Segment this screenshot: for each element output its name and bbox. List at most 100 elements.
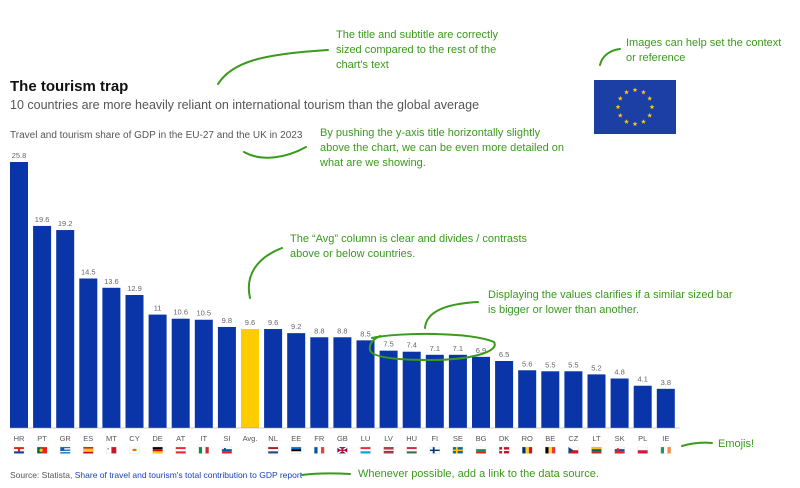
- estonia-flag-icon: [291, 446, 302, 454]
- source-arrow-stroke: [301, 472, 351, 476]
- chart-subtitle: 10 countries are more heavily reliant on…: [10, 98, 480, 112]
- tick-label-ro: RO: [522, 434, 533, 443]
- greece-flag-icon: [60, 446, 71, 454]
- bar-hr: [10, 162, 28, 428]
- hungary-flag-icon: [406, 446, 417, 454]
- tick-label-fr: FR: [314, 434, 325, 443]
- cyprus-flag-icon: [129, 446, 140, 454]
- austria-flag-icon: [175, 446, 186, 454]
- bar-se: [448, 354, 467, 428]
- tick-label-be: BE: [545, 434, 555, 443]
- tick-label-mt: MT: [106, 434, 117, 443]
- value-label-lv: 7.5: [383, 340, 393, 349]
- belgium-flag-icon: [545, 446, 556, 454]
- eu-star-icon: [647, 95, 653, 101]
- eu-flag-icon: [594, 80, 676, 134]
- tick-label-se: SE: [453, 434, 463, 443]
- value-label-de: 11: [154, 304, 162, 313]
- value-label-pt: 19.6: [35, 215, 50, 224]
- france-flag-icon: [314, 446, 325, 454]
- value-label-cz: 5.5: [568, 360, 578, 369]
- tick-label-ee: EE: [291, 434, 301, 443]
- bar-gr: [56, 230, 75, 428]
- eu-star-icon: [624, 89, 629, 95]
- bar-nl: [264, 329, 283, 428]
- value-label-fi: 7.1: [430, 344, 440, 353]
- annotation-avg-note: The “Avg” column is clear and divides / …: [290, 233, 528, 260]
- bar-es: [79, 278, 98, 428]
- tick-label-cy: CY: [129, 434, 139, 443]
- bar-pl: [633, 385, 652, 428]
- eu-star-icon: [615, 104, 621, 110]
- value-label-ro: 5.6: [522, 359, 532, 368]
- bar-lt: [587, 374, 606, 428]
- bar-be: [541, 371, 560, 428]
- bar-ee: [287, 333, 306, 428]
- value-label-hr: 25.8: [12, 151, 27, 160]
- tick-label-lu: LU: [361, 434, 371, 443]
- bar-si: [217, 326, 236, 428]
- bar-pt: [33, 225, 52, 428]
- tick-label-cz: CZ: [568, 434, 578, 443]
- tick-label-gr: GR: [60, 434, 72, 443]
- tick-label-it: IT: [200, 434, 207, 443]
- bar-sk: [610, 378, 629, 428]
- value-label-sk: 4.8: [614, 368, 624, 377]
- value-label-it: 10.5: [196, 309, 211, 318]
- denmark-flag-icon: [498, 446, 510, 454]
- tick-label-gb: GB: [337, 434, 348, 443]
- avg-arrow-stroke: [247, 247, 283, 299]
- eu-star-icon: [647, 112, 653, 118]
- bar-cy: [125, 295, 144, 428]
- value-label-hu: 7.4: [406, 341, 416, 350]
- bar-lu: [356, 340, 375, 428]
- source-link[interactable]: Share of travel and tourism's total cont…: [74, 470, 303, 480]
- value-label-si: 9.8: [222, 316, 232, 325]
- tick-label-pl: PL: [638, 434, 647, 443]
- eu-star-icon: [649, 104, 655, 110]
- value-label-mt: 13.6: [104, 277, 119, 286]
- netherlands-flag-icon: [267, 446, 279, 454]
- values-circle-stroke: [368, 332, 496, 362]
- tick-label-es: ES: [83, 434, 93, 443]
- tick-label-lv: LV: [384, 434, 393, 443]
- bar-mt: [102, 287, 121, 428]
- tick-label-de: DE: [152, 434, 162, 443]
- value-label-lu: 8.5: [360, 329, 370, 338]
- value-label-gb: 8.8: [337, 326, 347, 335]
- poland-flag-icon: [637, 446, 648, 454]
- value-label-se: 7.1: [453, 344, 463, 353]
- bar-de: [148, 314, 167, 428]
- bar-it: [194, 319, 213, 428]
- bulgaria-flag-icon: [475, 446, 487, 454]
- tick-label-hr: HR: [14, 434, 25, 443]
- bar-dk: [495, 360, 514, 428]
- luxembourg-flag-icon: [360, 446, 371, 454]
- slovenia-flag-icon: [221, 446, 233, 454]
- value-label-be: 5.5: [545, 360, 555, 369]
- bar-ie: [656, 388, 675, 428]
- bar-fr: [310, 337, 329, 428]
- value-label-dk: 6.5: [499, 350, 509, 359]
- image-arrow-stroke: [599, 48, 621, 66]
- romania-flag-icon: [522, 446, 533, 454]
- eu-star-icon: [617, 95, 623, 101]
- bar-bg: [472, 356, 490, 428]
- portugal-flag-icon: [36, 446, 48, 454]
- eu-star-icon: [617, 112, 623, 118]
- tick-label-si: SI: [223, 434, 230, 443]
- value-label-cy: 12.9: [127, 284, 142, 293]
- bar-cz: [564, 371, 583, 428]
- value-label-es: 14.5: [81, 268, 96, 277]
- eu-star-icon: [632, 87, 638, 93]
- annotation-values-note: Displaying the values clarifies if a sim…: [488, 289, 733, 316]
- source-prefix: Source: Statista,: [10, 470, 73, 480]
- annotation-emoji-note: Emojis!: [718, 438, 755, 450]
- value-label-lt: 5.2: [591, 363, 601, 372]
- value-label-at: 10.6: [173, 308, 188, 317]
- bar-ro: [518, 370, 537, 428]
- tick-label-ie: IE: [662, 434, 669, 443]
- bar-at: [171, 318, 190, 428]
